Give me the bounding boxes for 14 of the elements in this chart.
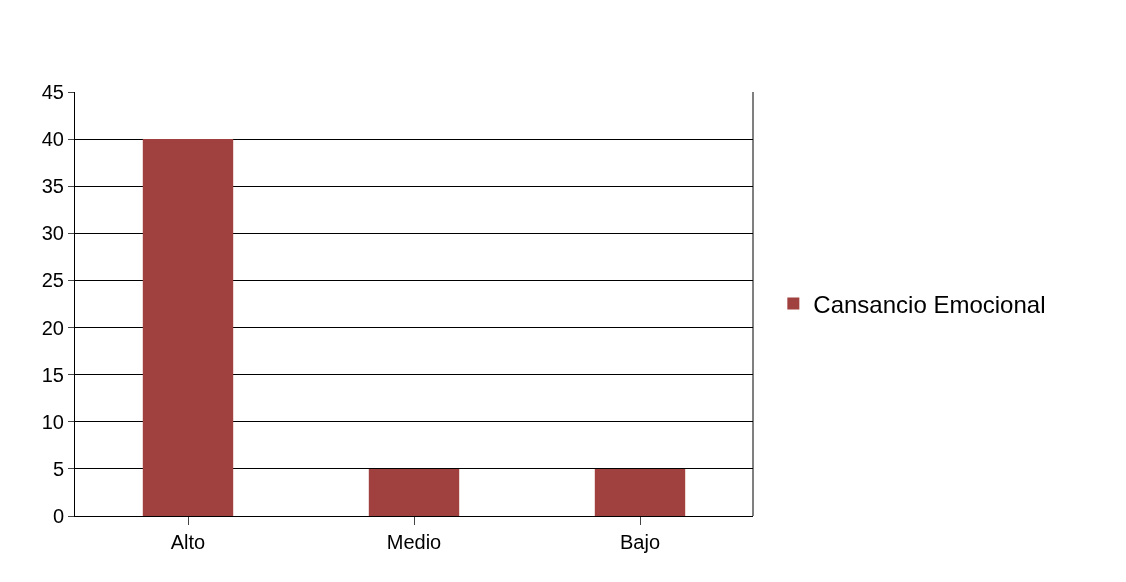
x-tick-label: Bajo	[619, 531, 661, 553]
y-tick-label: 30	[41, 222, 64, 245]
y-tick-label: 45	[41, 81, 64, 103]
y-tick-label: 15	[41, 363, 64, 386]
x-tick-label: Alto	[170, 531, 206, 553]
x-tick-label: Medio	[386, 531, 442, 553]
legend-label: Cansancio Emocional	[813, 290, 1046, 318]
y-tick-label: 25	[41, 269, 64, 292]
y-tick-label: 40	[41, 128, 64, 151]
y-tick-label: 10	[41, 410, 64, 433]
y-tick-label: 0	[52, 505, 64, 527]
y-tick-label: 5	[52, 457, 64, 480]
y-tick-label: 35	[41, 175, 64, 198]
y-tick-label: 20	[41, 316, 64, 339]
